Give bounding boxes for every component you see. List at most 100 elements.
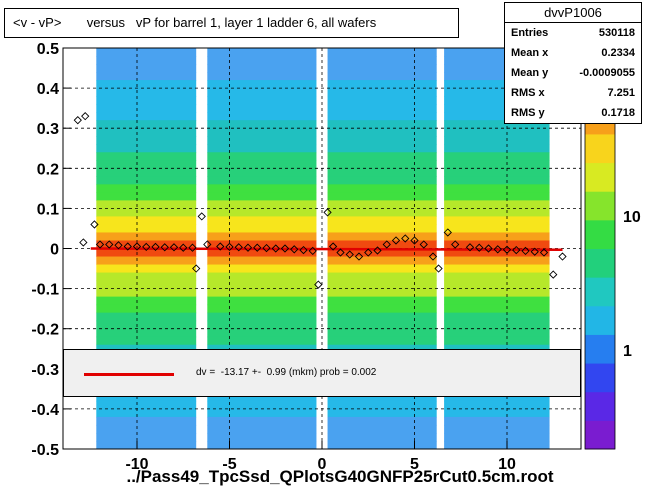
heat-band-cell	[327, 280, 437, 290]
profile-point	[475, 243, 484, 252]
heat-band-cell	[207, 96, 317, 105]
heat-band-cell	[96, 168, 197, 177]
profile-point	[328, 242, 338, 251]
palette-cell	[585, 248, 615, 278]
heat-band-cell	[207, 248, 317, 258]
heat-band-cell	[207, 168, 317, 177]
palette-cell	[585, 334, 615, 364]
stats-row-mean-y: Mean y -0.0009055	[511, 67, 635, 79]
heat-band-cell	[327, 424, 437, 434]
profile-point	[169, 243, 179, 252]
profile-point	[373, 246, 382, 255]
profile-point	[502, 245, 512, 254]
y-tick-label: -0.3	[31, 362, 59, 379]
heat-band-cell	[207, 312, 317, 322]
x-axis-label: ../Pass49_TpcSsd_QPlotsG40GNFP25rCut0.5c…	[126, 467, 554, 486]
heat-band-cell	[444, 424, 550, 434]
heat-band-cell	[444, 248, 550, 258]
heat-band-cell	[444, 256, 550, 266]
profile-point	[308, 246, 317, 256]
heat-band-cell	[327, 48, 437, 57]
heat-band-cell	[444, 392, 550, 402]
profile-point	[123, 242, 132, 251]
stats-row-rms-x: RMS x 7.251	[511, 87, 635, 99]
profile-point	[434, 264, 443, 273]
heat-band-cell	[327, 256, 437, 266]
heat-band-cell	[327, 96, 437, 105]
heat-band-cell	[327, 112, 437, 121]
x-tick-label: 10	[498, 456, 516, 473]
heat-band-cell	[444, 72, 550, 81]
profile-point	[290, 245, 299, 254]
heat-band-cell	[444, 280, 550, 290]
heat-band-cell	[327, 88, 437, 97]
profile-point	[336, 248, 345, 257]
profile-point	[493, 245, 502, 254]
heat-band-cell	[96, 112, 197, 121]
y-tick-label: 0.3	[37, 121, 59, 138]
z-tick-label: 1	[623, 343, 632, 360]
heat-band-cell	[444, 408, 550, 418]
heat-band-cell	[96, 128, 197, 137]
heat-band-cell	[327, 104, 437, 113]
heat-band-cell	[207, 304, 317, 314]
heat-band-cell	[207, 400, 317, 410]
heat-band-cell	[444, 88, 550, 97]
heat-band-cell	[444, 64, 550, 73]
heat-band-cell	[207, 48, 317, 57]
heat-band-cell	[207, 264, 317, 274]
y-tick-label: -0.1	[31, 282, 59, 299]
y-tick-label: 0	[50, 242, 59, 259]
heat-band-cell	[327, 304, 437, 314]
heat-band-cell	[96, 400, 197, 410]
x-tick-label: -5	[222, 456, 236, 473]
profile-point	[225, 242, 234, 252]
palette-cell	[585, 133, 615, 164]
profile-point	[197, 212, 206, 221]
heat-band-cell	[444, 264, 550, 274]
heat-band-cell	[96, 152, 197, 161]
heat-band-cell	[96, 280, 197, 290]
y-tick-label: 0.2	[37, 161, 59, 178]
stats-row-rms-y: RMS y 0.1718	[511, 107, 635, 119]
heat-band-cell	[327, 328, 437, 338]
heat-band-cell	[327, 400, 437, 410]
palette-cell	[585, 277, 615, 307]
heat-band-cell	[444, 56, 550, 65]
profile-point	[95, 240, 105, 249]
x-tick-label: -10	[125, 456, 148, 473]
heat-band-cell	[96, 48, 197, 57]
heat-band-cell	[327, 128, 437, 137]
heat-band-cell	[96, 88, 197, 97]
heat-band-cell	[444, 224, 550, 233]
heat-band-cell	[444, 192, 550, 201]
heat-band-cell	[444, 296, 550, 306]
heat-band-cell	[327, 240, 437, 249]
heat-band-cell	[96, 192, 197, 201]
heat-band-cell	[96, 96, 197, 105]
heat-band-cell	[207, 328, 317, 338]
profile-point	[79, 238, 88, 247]
heat-band-cell	[444, 96, 550, 105]
heat-band-cell	[96, 440, 197, 450]
profile-point	[451, 240, 460, 249]
palette-cell	[585, 363, 615, 393]
profile-point	[323, 208, 332, 217]
heat-band-cell	[207, 208, 317, 217]
heat-band-cell	[327, 200, 437, 209]
heat-band-cell	[207, 120, 317, 129]
heat-band-cell	[444, 440, 550, 450]
profile-point	[262, 243, 271, 253]
heat-band-cell	[207, 176, 317, 185]
heat-band-cell	[327, 344, 437, 354]
heat-band-cell	[444, 160, 550, 169]
heat-band-cell	[327, 416, 437, 426]
heat-band-cell	[96, 416, 197, 426]
heat-band-cell	[444, 80, 550, 89]
heat-band-cell	[444, 328, 550, 338]
heat-band-cell	[444, 104, 550, 113]
profile-point	[90, 220, 99, 229]
heat-band-cell	[207, 128, 317, 137]
